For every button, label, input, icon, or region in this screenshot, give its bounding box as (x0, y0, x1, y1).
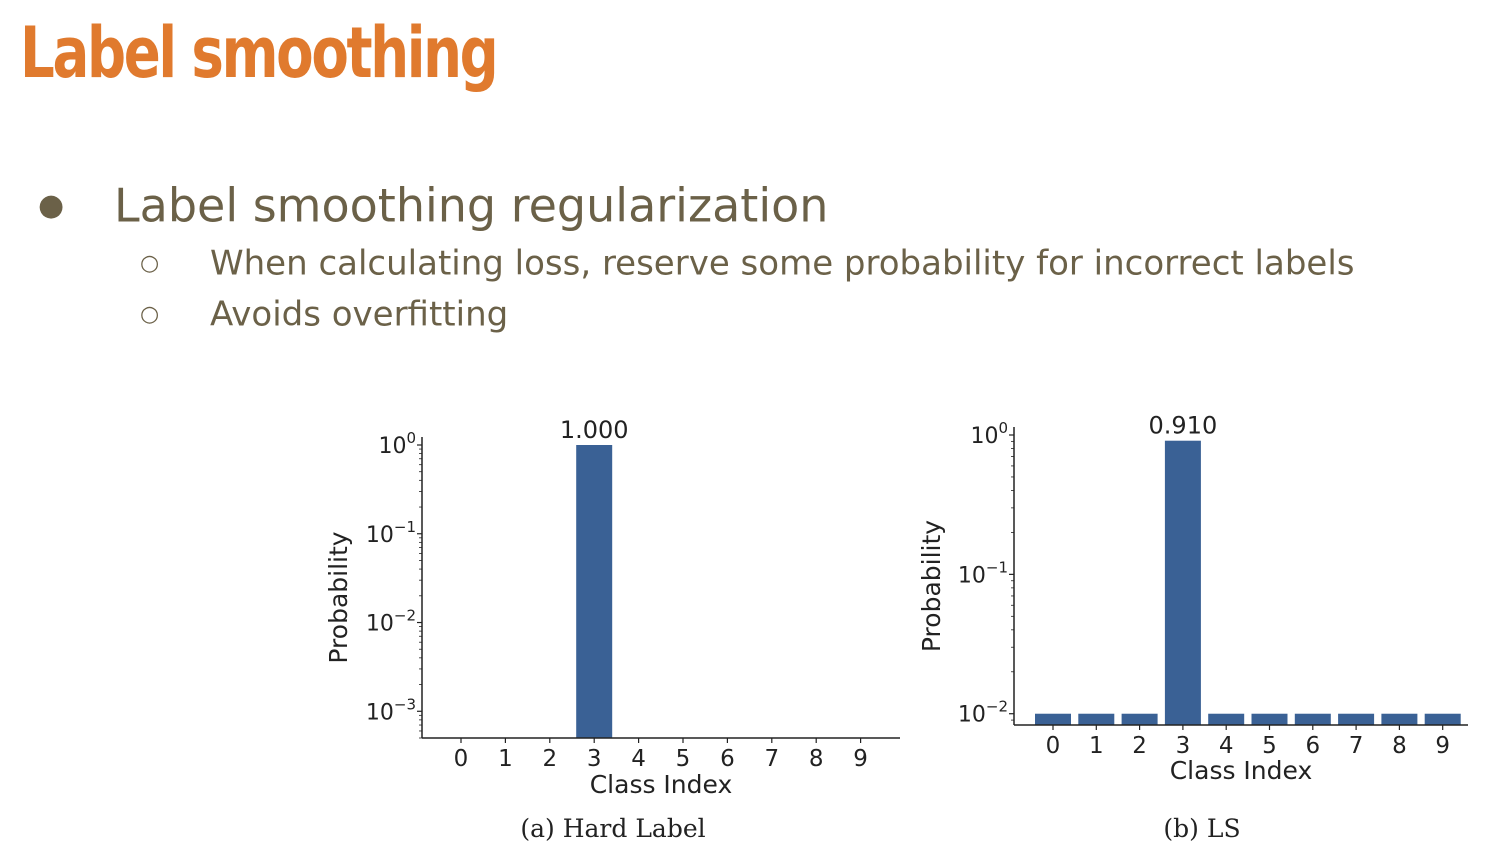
x-tick-label: 7 (1349, 733, 1364, 759)
slide-title: Label smoothing (20, 12, 499, 94)
x-tick-label: 6 (1305, 733, 1320, 759)
bar-7 (1338, 713, 1375, 725)
x-tick-label: 1 (498, 746, 513, 772)
x-tick-label: 9 (1435, 733, 1450, 759)
bar-3 (576, 445, 613, 738)
x-tick-label: 5 (1262, 733, 1277, 759)
y-axis-label: Probability (324, 531, 353, 663)
x-tick-label: 9 (853, 746, 868, 772)
bar-4 (1208, 713, 1245, 725)
y-tick-label: 100 (970, 419, 1008, 449)
x-tick-label: 1 (1089, 733, 1104, 759)
x-tick-label: 4 (631, 746, 646, 772)
bar-8 (1381, 713, 1418, 725)
hollow-bullet-icon: ○ (140, 250, 160, 276)
x-tick-label: 3 (1176, 733, 1191, 759)
x-axis-label: Class Index (1170, 756, 1313, 785)
bar-9 (1424, 713, 1461, 725)
x-tick-label: 4 (1219, 733, 1234, 759)
x-tick-label: 2 (542, 746, 557, 772)
bar-0 (1035, 713, 1071, 725)
y-tick-label: 10−3 (366, 695, 416, 725)
hollow-bullet-icon: ○ (140, 301, 160, 327)
y-tick-label: 10−1 (958, 558, 1008, 588)
y-axis-label: Probability (917, 520, 946, 652)
data-label: 1.000 (560, 416, 629, 444)
y-tick-label: 10−2 (958, 698, 1008, 728)
bullet-main: ● Label smoothing regularization (38, 172, 828, 236)
y-tick-label: 10−1 (366, 518, 416, 548)
x-tick-label: 8 (809, 746, 824, 772)
x-tick-label: 8 (1392, 733, 1407, 759)
sub-bullet-overfitting: ○ Avoids overfitting (140, 291, 508, 337)
chart-caption: (a) Hard Label (520, 814, 705, 843)
chart-panel-0: 0 1 2 3 4 5 6 7 8 9 100 10−1 10−2 10−3 1.000 Class Inde… (324, 416, 900, 843)
chart-panel-1: 0 1 2 3 4 5 6 7 8 9 100 10−1 10−2 0.910 Class Index Pro… (917, 412, 1468, 843)
sub-bullet-overfitting-text: Avoids overfitting (210, 294, 509, 335)
x-tick-label: 6 (720, 746, 735, 772)
y-tick-label: 100 (378, 429, 416, 459)
x-axis-label: Class Index (590, 770, 733, 799)
x-tick-label: 2 (1132, 733, 1147, 759)
data-label: 0.910 (1149, 412, 1218, 440)
charts-figure: 0 1 2 3 4 5 6 7 8 9 100 10−1 10−2 10−3 1.000 Class Inde… (324, 412, 1468, 843)
x-tick-label: 0 (454, 746, 469, 772)
filled-bullet-icon: ● (38, 187, 65, 223)
bar-6 (1294, 713, 1331, 725)
y-tick-label: 10−2 (366, 607, 416, 637)
x-tick-label: 0 (1046, 733, 1061, 759)
bar-5 (1251, 713, 1288, 725)
bullet-main-text: Label smoothing regularization (114, 178, 829, 233)
sub-bullet-loss: ○ When calculating loss, reserve some pro… (140, 240, 1354, 286)
bar-1 (1078, 713, 1115, 725)
x-tick-label: 5 (676, 746, 691, 772)
x-tick-label: 3 (587, 746, 602, 772)
chart-caption: (b) LS (1163, 814, 1240, 843)
bar-2 (1121, 713, 1158, 725)
sub-bullet-loss-text: When calculating loss, reserve some prob… (210, 243, 1355, 284)
bar-3 (1164, 440, 1201, 725)
x-tick-label: 7 (764, 746, 779, 772)
